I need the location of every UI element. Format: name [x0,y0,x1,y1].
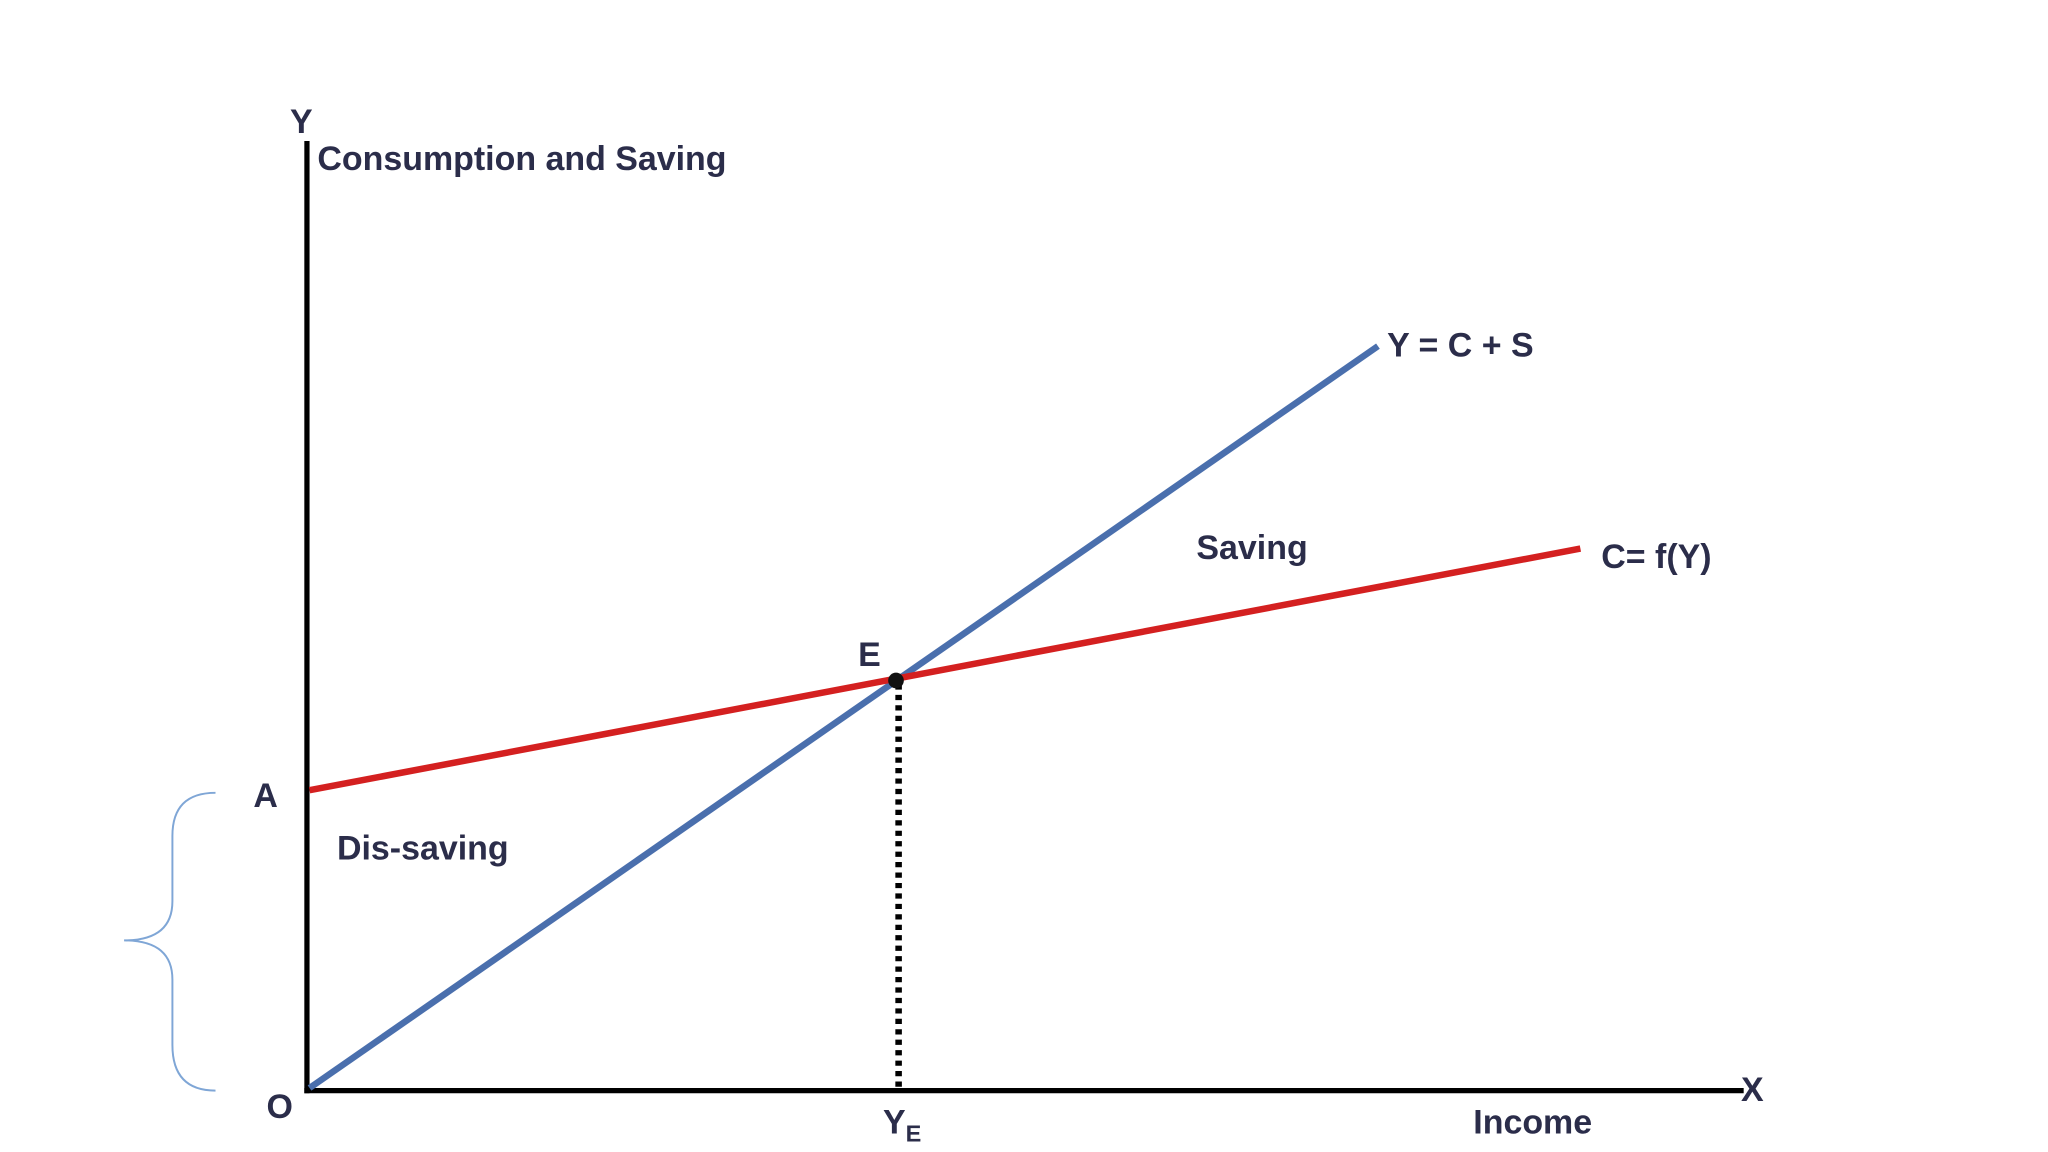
consumption-line-label: C= f(Y) [1601,538,1711,576]
equilibrium-point [888,672,904,689]
dissaving-label: Dis-saving [337,829,509,867]
income-line-label: Y = C + S [1387,327,1534,365]
x-axis-title: Income [1473,1104,1592,1142]
equilibrium-income-main: Y [883,1104,906,1142]
equilibrium-label: E [858,636,881,674]
origin-label: O [266,1088,292,1126]
consumption-line [308,545,1582,794]
intercept-label: A [253,777,278,815]
saving-label: Saving [1196,529,1307,567]
income-line [307,343,1380,1091]
y-axis-title: Consumption and Saving [317,140,726,178]
y-axis-label: Y [290,103,313,141]
equilibrium-income-sub: E [906,1121,922,1147]
brace [124,791,216,1092]
x-axis-label: X [1741,1071,1764,1109]
equilibrium-income-label: YE [883,1104,921,1147]
